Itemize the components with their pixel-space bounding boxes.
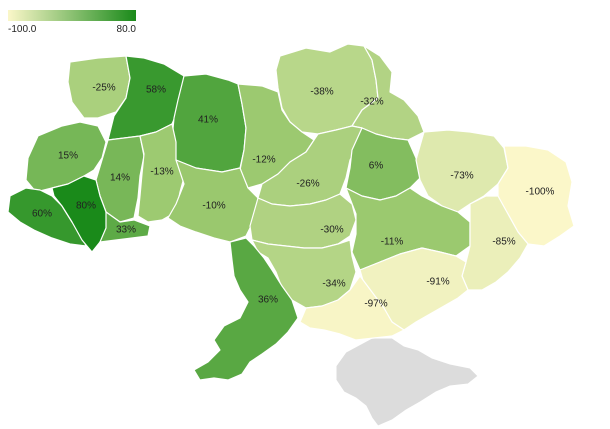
legend-min-label: -100.0 [8, 24, 37, 35]
region-label-donetsk: -85% [492, 237, 515, 248]
region-label-zaporizhzhia: -91% [426, 277, 449, 288]
region-label-cherkasy: -30% [320, 225, 343, 236]
region-chernivtsi[interactable] [99, 211, 151, 243]
region-label-khmelnytskyi: -13% [150, 167, 173, 178]
regions-layer [7, 43, 575, 381]
region-vinnytsia[interactable] [167, 159, 259, 243]
region-label-dnipro: -11% [381, 237, 404, 248]
region-label-rivne: 58% [146, 85, 166, 96]
region-label-luhansk: -73% [450, 171, 473, 182]
region-label-ternopil: 14% [110, 173, 130, 184]
region-label-zakarpattia: 60% [32, 209, 52, 220]
region-label-sumy: -32% [360, 97, 383, 108]
region-donetsk[interactable] [461, 195, 529, 291]
region-label-kyiv: -12% [252, 155, 275, 166]
region-label-luhansk-east: -100% [526, 187, 555, 198]
region-lviv[interactable] [25, 121, 107, 193]
region-odesa[interactable] [193, 237, 299, 381]
region-label-volyn: -25% [92, 83, 115, 94]
region-label-zhytomyr: 41% [198, 115, 218, 126]
legend-max-label: 80.0 [117, 24, 137, 35]
region-label-kharkiv: 6% [369, 161, 384, 172]
crimea-nodata-region [335, 337, 479, 427]
region-label-odesa: 36% [258, 295, 278, 306]
region-luhansk-east[interactable] [497, 145, 575, 247]
region-label-chernihiv: -38% [310, 87, 333, 98]
color-legend: -100.0 80.0 [8, 10, 136, 35]
region-label-lviv: 15% [58, 151, 78, 162]
region-label-ivano-frankivsk: 80% [76, 201, 96, 212]
region-kherson[interactable] [299, 275, 405, 341]
region-labels-layer: -25% 58% 41% -38% -32% 15% 14% -13% -12% -26% 6% -7… [32, 83, 555, 310]
region-label-kherson: -97% [364, 299, 387, 310]
region-label-chernivtsi: 33% [116, 225, 136, 236]
legend-gradient-bar [8, 10, 136, 21]
region-luhansk[interactable] [415, 129, 509, 213]
region-label-poltava: -26% [296, 179, 319, 190]
region-dnipro[interactable] [345, 187, 471, 271]
region-label-vinnytsia: -10% [202, 201, 225, 212]
region-label-kirovohrad: -34% [322, 279, 345, 290]
